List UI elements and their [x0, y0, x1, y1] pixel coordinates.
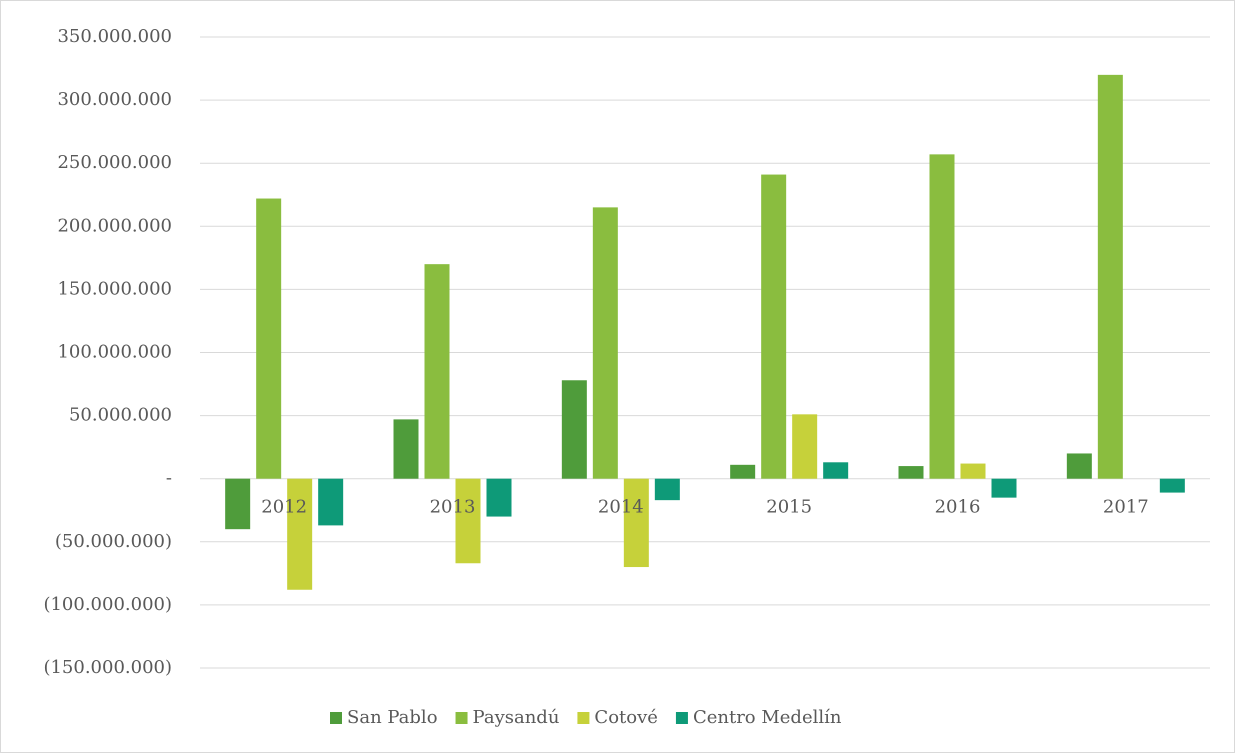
legend-swatch [330, 712, 342, 724]
y-tick-label: 250.000.000 [57, 152, 172, 173]
y-tick-label: (150.000.000) [43, 657, 172, 678]
bar [991, 478, 1017, 498]
y-tick-label: 300.000.000 [57, 89, 172, 110]
x-tick-label: 2012 [261, 497, 307, 518]
bar [623, 478, 649, 568]
y-tick-label: (100.000.000) [43, 594, 172, 615]
bar [730, 464, 756, 479]
legend-swatch [577, 712, 590, 724]
y-tick-label: 150.000.000 [57, 278, 172, 299]
bar [592, 207, 618, 479]
y-tick-label: 350.000.000 [57, 26, 172, 47]
y-tick-label: 100.000.000 [57, 342, 172, 363]
x-tick-label: 2013 [430, 497, 476, 518]
legend-swatch [455, 712, 468, 724]
bar [1097, 74, 1123, 479]
bar [792, 414, 818, 479]
y-tick-label: 50.000.000 [69, 405, 172, 426]
bar [318, 478, 344, 526]
bar [823, 462, 849, 479]
bar [561, 380, 587, 479]
bar [1066, 453, 1092, 479]
x-tick-label: 2016 [935, 497, 981, 518]
legend-swatch [675, 712, 688, 724]
bar [256, 198, 282, 479]
bar [486, 478, 512, 517]
legend-label: Paysandú [473, 707, 560, 728]
bar [761, 174, 787, 479]
legend-label: San Pablo [347, 707, 438, 728]
y-tick-label: (50.000.000) [55, 531, 172, 552]
x-tick-label: 2017 [1103, 497, 1149, 518]
bar [287, 478, 313, 590]
x-tick-label: 2015 [766, 497, 812, 518]
y-tick-label: 200.000.000 [57, 215, 172, 236]
bar [455, 478, 481, 564]
bar [424, 264, 450, 479]
bar [393, 419, 419, 479]
bar [960, 463, 986, 479]
legend-label: Cotové [594, 707, 658, 728]
legend-label: Centro Medellín [693, 707, 842, 728]
bar [225, 478, 251, 530]
bar [1159, 478, 1185, 493]
x-tick-label: 2014 [598, 497, 644, 518]
bar [929, 154, 955, 479]
bar [654, 478, 680, 501]
y-tick-label: - [166, 468, 172, 489]
bar [898, 466, 924, 479]
